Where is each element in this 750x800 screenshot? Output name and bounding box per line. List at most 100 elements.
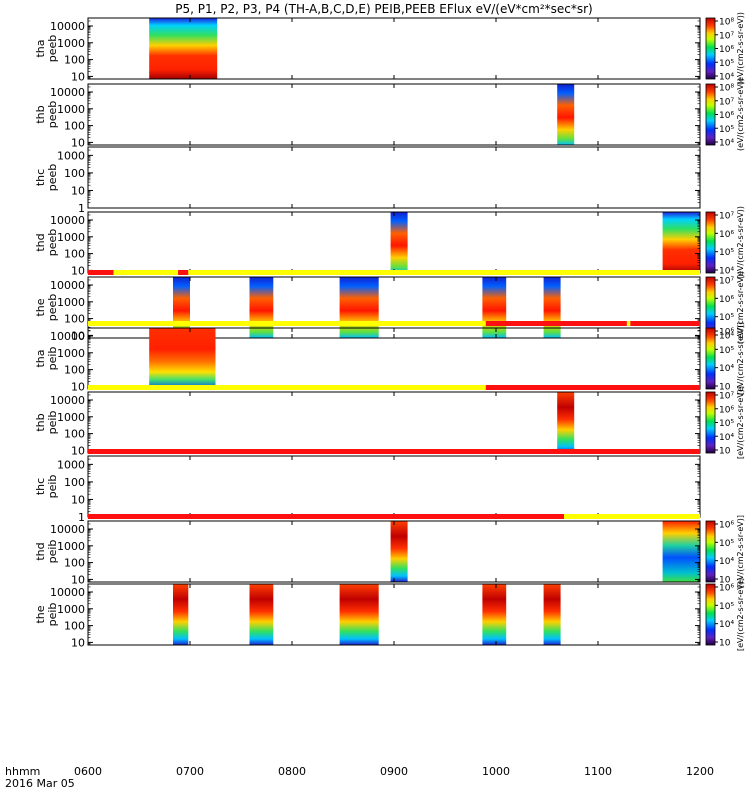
colorbar-tick-label: 10⁴ (719, 139, 734, 149)
colorbar-tick-label: 10⁶ (719, 45, 734, 55)
spectrum-block (173, 584, 188, 645)
x-tick-label: 1200 (686, 765, 714, 778)
colorbar-label: [eV/(cm2-s-sr-eV)] (736, 578, 745, 651)
colorbar: 10⁴ 10⁵ 10⁶ 10⁷ 10⁸ (eV/(cm2-s-sr-eV)) (706, 12, 745, 85)
panel-tha-peeb: 10100100010000tha peeb10⁴10⁵10⁶10⁷10⁸ (eV/… (34, 12, 745, 85)
panel-thb-peib: 10100100010000thb peib10⁳10⁴10⁵10⁶10⁷ [eV/… (34, 385, 745, 459)
colorbar-tick-label: 10⁶ (719, 521, 734, 531)
spectrum-block (391, 212, 408, 273)
mode-bar-segment (88, 449, 700, 454)
colorbar-tick-label: 10⁶ (719, 111, 734, 121)
panel-the-peeb: 10100100010000the peeb10⁴10⁵10⁶10⁷ (eV/(cm… (34, 270, 745, 344)
colorbar-label: (eV/(cm2-s-sr-eV)) (736, 12, 745, 85)
x-tick-label: 0600 (74, 765, 102, 778)
y-tick-label: 10 (71, 136, 85, 149)
y-tick-label: 1000 (57, 149, 85, 162)
y-axis-label: peeb (46, 229, 59, 257)
y-tick-label: 10000 (50, 86, 85, 99)
colorbar-label: [eV/(cm2-s-sr-eV)] (736, 386, 745, 459)
y-tick-label: 10000 (50, 20, 85, 33)
y-tick-label: 10 (71, 573, 85, 586)
colorbar-label: (eV/(cm2-s-sr-eV)) (736, 78, 745, 151)
colorbar: 10⁴ 10⁵ 10⁶ 10⁷ (eV/(cm2-s-sr-eV)) (706, 206, 745, 279)
mode-bar-segment (188, 270, 700, 275)
y-tick-label: 1000 (57, 540, 85, 553)
y-tick-label: 100 (64, 620, 85, 633)
colorbar-tick-label: 10⁵ (719, 59, 734, 69)
panel-thd-peeb: 10100100010000thd peeb10⁴10⁵10⁶10⁷ (eV/(cm… (34, 206, 745, 279)
colorbar-tick-label: 10⁴ (719, 73, 734, 83)
colorbar-tick-label: 10⁴ (719, 620, 734, 630)
colorbar-label: [eV/(cm2-s-sr-eV)] (736, 322, 745, 395)
y-tick-label: 10000 (50, 523, 85, 536)
colorbar-tick-label: 10⁷ (719, 97, 734, 107)
mode-bar-segment (88, 321, 486, 326)
y-tick-label: 100 (64, 120, 85, 133)
colorbar-tick-label: 10⁴ (719, 433, 734, 443)
x-tick-label: 1000 (482, 765, 510, 778)
y-tick-label: 1000 (57, 296, 85, 309)
colorbar-tick-label: 10⁵ (719, 419, 734, 429)
spectrum-block (544, 584, 561, 645)
mode-bar-segment (178, 270, 188, 275)
colorbar-tick-label: 10⁶ (719, 230, 734, 240)
y-tick-label: 1000 (57, 231, 85, 244)
y-tick-label: 10 (71, 184, 85, 197)
x-tick-label: 0700 (176, 765, 204, 778)
colorbar-tick-label: 10⁶ (719, 584, 734, 594)
colorbar: 10⁳ 10⁴ 10⁵ 10⁶ [eV/(cm2-s-sr-eV)] (706, 515, 745, 588)
y-tick-label: 100 (64, 54, 85, 67)
y-tick-label: 10 (71, 264, 85, 277)
colorbar-gradient (706, 584, 715, 645)
colorbar: 10⁳ 10⁴ 10⁵ 10⁶ [eV/(cm2-s-sr-eV)] (706, 322, 745, 395)
colorbar-tick-label: 10⁳ (719, 639, 731, 649)
y-tick-label: 1000 (57, 411, 85, 424)
y-tick-label: 100 (64, 476, 85, 489)
y-tick-label: 100 (64, 364, 85, 377)
colorbar-tick-label: 10⁳ (719, 447, 731, 457)
y-tick-label: 100 (64, 167, 85, 180)
y-tick-label: 1000 (57, 458, 85, 471)
colorbar-tick-label: 10⁵ (719, 313, 734, 323)
mode-bar-segment (486, 321, 627, 326)
y-tick-label: 10000 (50, 279, 85, 292)
mode-bar-segment (114, 270, 179, 275)
y-tick-label: 10 (71, 70, 85, 83)
spectrum-block (149, 18, 217, 79)
colorbar: 10⁳ 10⁴ 10⁵ 10⁶ [eV/(cm2-s-sr-eV)] (706, 578, 745, 651)
mode-bar-segment (564, 514, 700, 519)
y-axis-label: peeb (46, 35, 59, 63)
y-axis-label: peib (46, 475, 59, 499)
y-tick-label: 10 (71, 493, 85, 506)
x-tick-label: 1100 (584, 765, 612, 778)
colorbar-tick-label: 10⁵ (719, 125, 734, 135)
colorbar-gradient (706, 328, 715, 389)
y-axis-label: peib (46, 347, 59, 371)
panel-frame (88, 84, 700, 145)
panel-the-peib: 10 100 1000 10000the peib 10⁳ 10⁴ 10⁵ 10⁶ [eV/(cm… (34, 578, 745, 651)
spectrum-block (149, 328, 215, 389)
mode-bar-segment (627, 321, 630, 326)
colorbar-gradient (706, 84, 715, 145)
y-tick-label: 100 (64, 248, 85, 261)
panel-tha-peib: 10100100010000tha peib10⁳10⁴10⁵10⁶ [eV/(cm… (34, 321, 745, 395)
colorbar-tick-label: 10⁴ (719, 364, 734, 374)
colorbar-gradient (706, 392, 715, 453)
y-axis-label: peeb (46, 294, 59, 322)
colorbar-tick-label: 10⁸ (719, 84, 734, 94)
y-tick-label: 1000 (57, 603, 85, 616)
spectrum-block (340, 277, 379, 338)
y-axis-label: peib (46, 540, 59, 564)
colorbar-gradient (706, 18, 715, 79)
colorbar-tick-label: 10⁵ (719, 539, 734, 549)
x-tick-label: 0900 (380, 765, 408, 778)
spectrum-block (557, 84, 574, 145)
y-tick-label: 10000 (50, 330, 85, 343)
x-tick-label: 0800 (278, 765, 306, 778)
colorbar-tick-label: 10⁷ (719, 277, 734, 287)
spectrum-block (250, 277, 274, 338)
y-tick-label: 1000 (57, 37, 85, 50)
spectrum-block (482, 277, 506, 338)
y-tick-label: 10000 (50, 394, 85, 407)
colorbar-tick-label: 10⁴ (719, 557, 734, 567)
